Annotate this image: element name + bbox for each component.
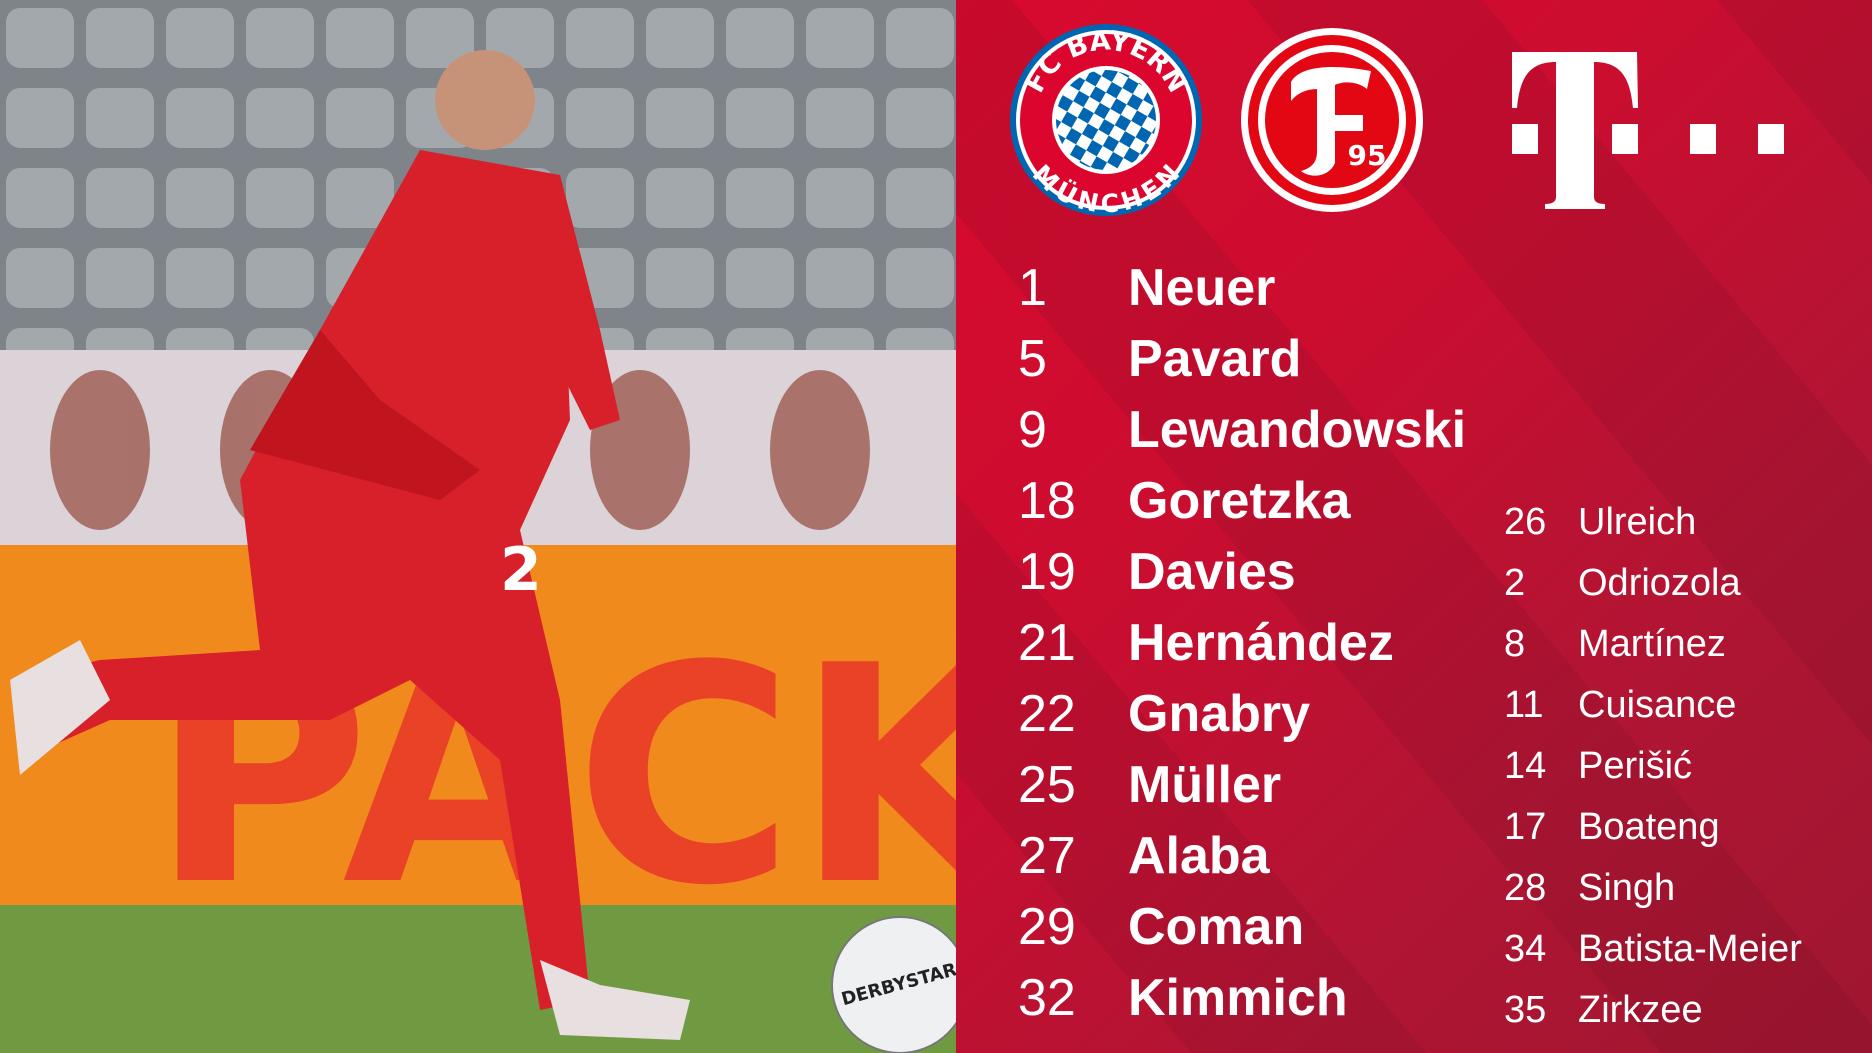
player-name: Pavard (1128, 329, 1302, 388)
fortuna-f-glyph (1291, 66, 1371, 176)
player-number: 35 (1504, 989, 1547, 1031)
player-name: Kimmich (1128, 968, 1348, 1027)
player-number: 8 (1504, 623, 1526, 665)
player-name: Zirkzee (1578, 989, 1703, 1031)
player-number: 28 (1504, 867, 1547, 909)
player-number: 5 (1018, 329, 1047, 388)
starting-player: 1 Neuer (1018, 252, 1275, 323)
substitute-player: 2 Odriozola (1504, 553, 1741, 614)
substitute-player: 11 Cuisance (1504, 675, 1736, 736)
player-number: 17 (1504, 806, 1547, 848)
player-number: 11 (1504, 684, 1544, 726)
player-name: Coman (1128, 897, 1305, 956)
player-name: Davies (1128, 542, 1296, 601)
player-number: 32 (1018, 968, 1076, 1027)
player-name: Gnabry (1128, 684, 1311, 743)
starting-player: 18 Goretzka (1018, 465, 1351, 536)
lineup-panel: FC BAYERN MÜNCHEN 95 1 Neuer 5 Pavard 9 Lew… (956, 0, 1872, 1053)
player-number: 1 (1018, 258, 1047, 317)
shorts-number: 2 (500, 535, 542, 605)
player-name: Martínez (1578, 623, 1726, 665)
player-photo: PACKST 2 DERBYSTAR (0, 0, 956, 1053)
fortuna-duesseldorf-logo: 95 (1241, 28, 1423, 212)
starting-player: 9 Lewandowski (1018, 394, 1466, 465)
substitute-player: 17 Boateng (1504, 797, 1720, 858)
player-figure (10, 50, 690, 1040)
player-name: Cuisance (1578, 684, 1737, 726)
player-number: 14 (1504, 745, 1547, 787)
substitute-player: 26 Ulreich (1504, 492, 1696, 553)
player-name: Alaba (1128, 826, 1270, 885)
telekom-logo (1512, 52, 1784, 209)
player-name: Lewandowski (1128, 400, 1467, 459)
player-name: Boateng (1578, 806, 1720, 848)
starting-player: 21 Hernández (1018, 607, 1394, 678)
player-name: Ulreich (1578, 501, 1697, 543)
player-number: 25 (1018, 755, 1076, 814)
football: DERBYSTAR (831, 916, 956, 1053)
starting-player: 5 Pavard (1018, 323, 1301, 394)
player-number: 29 (1018, 897, 1076, 956)
player-number: 21 (1018, 613, 1076, 672)
substitute-player: 34 Batista-Meier (1504, 919, 1802, 980)
player-number: 34 (1504, 928, 1547, 970)
player-name: Singh (1578, 867, 1676, 909)
substitute-player: 8 Martínez (1504, 614, 1726, 675)
player-name: Perišić (1578, 745, 1693, 787)
player-number: 22 (1018, 684, 1076, 743)
player-name: Hernández (1128, 613, 1394, 672)
starting-player: 27 Alaba (1018, 820, 1270, 891)
player-number: 2 (1504, 562, 1526, 604)
svg-text:95: 95 (1348, 139, 1387, 172)
substitute-player: 28 Singh (1504, 858, 1675, 919)
starting-player: 19 Davies (1018, 536, 1296, 607)
player-name: Goretzka (1128, 471, 1351, 530)
substitute-player: 35 Zirkzee (1504, 980, 1703, 1041)
player-number: 19 (1018, 542, 1076, 601)
player-name: Odriozola (1578, 562, 1741, 604)
player-number: 18 (1018, 471, 1076, 530)
player-number: 26 (1504, 501, 1547, 543)
player-photo-illustration: PACKST 2 DERBYSTAR (0, 0, 956, 1053)
pitch-grass (0, 905, 956, 1053)
player-number: 27 (1018, 826, 1076, 885)
player-name: Batista-Meier (1578, 928, 1802, 970)
substitute-player: 14 Perišić (1504, 736, 1692, 797)
starting-player: 29 Coman (1018, 891, 1304, 962)
player-name: Neuer (1128, 258, 1276, 317)
starting-player: 25 Müller (1018, 749, 1281, 820)
player-name: Müller (1128, 755, 1282, 814)
starting-player: 22 Gnabry (1018, 678, 1310, 749)
bayern-munich-logo: FC BAYERN MÜNCHEN (1010, 24, 1202, 218)
player-number: 9 (1018, 400, 1047, 459)
starting-player: 32 Kimmich (1018, 962, 1348, 1033)
